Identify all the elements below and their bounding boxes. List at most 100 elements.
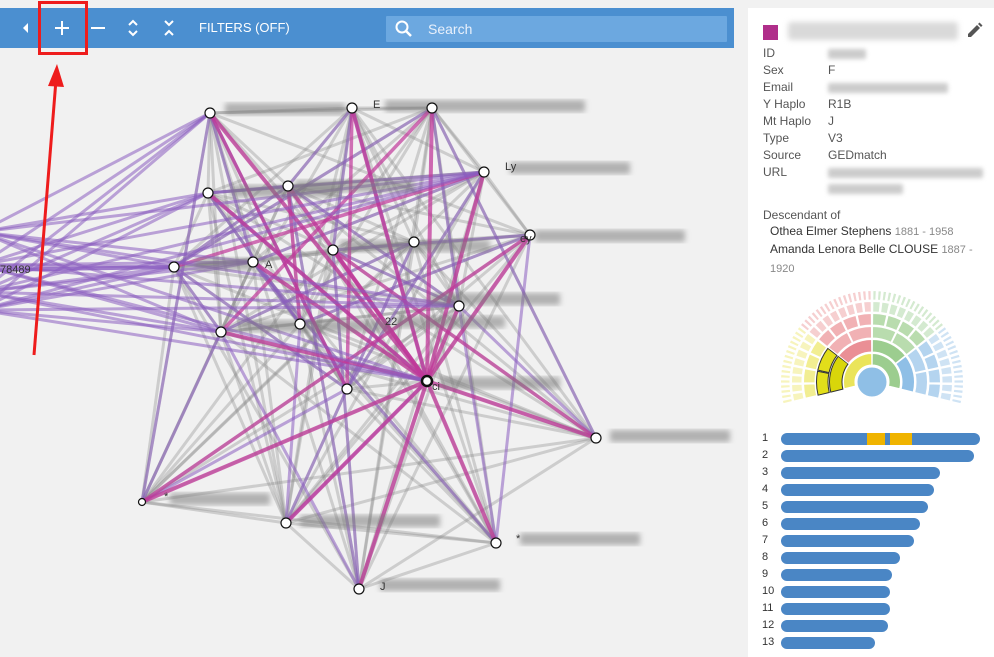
fan-segment[interactable] — [803, 383, 818, 399]
fan-segment[interactable] — [867, 289, 872, 301]
graph-node[interactable] — [453, 300, 465, 312]
network-graph[interactable]: 78489 E Ly ey 22 A ci J * * — [0, 48, 744, 657]
fan-segment[interactable] — [881, 290, 888, 302]
fan-segment[interactable] — [952, 388, 964, 395]
fan-segment[interactable] — [953, 384, 964, 389]
fan-segment[interactable] — [802, 332, 817, 346]
fan-segment[interactable] — [817, 347, 838, 374]
graph-node[interactable] — [590, 432, 602, 444]
fan-segment[interactable] — [798, 340, 813, 353]
graph-node[interactable] — [294, 318, 306, 330]
fan-segment[interactable] — [796, 325, 808, 336]
fan-segment[interactable] — [792, 356, 806, 368]
fan-segment[interactable] — [931, 340, 946, 353]
graph-node[interactable] — [168, 261, 180, 273]
fan-segment[interactable] — [939, 330, 951, 340]
fan-segment[interactable] — [946, 343, 958, 352]
fan-segment[interactable] — [953, 374, 964, 379]
fan-segment[interactable] — [831, 297, 841, 309]
fan-segment[interactable] — [829, 355, 849, 393]
fan-segment[interactable] — [872, 289, 877, 301]
fan-segment[interactable] — [856, 290, 863, 302]
graph-node[interactable] — [137, 497, 147, 507]
fan-segment[interactable] — [810, 310, 821, 322]
graph-node[interactable] — [490, 537, 502, 549]
fan-segment[interactable] — [836, 305, 849, 320]
fan-segment[interactable] — [896, 320, 916, 339]
fan-segment[interactable] — [907, 328, 927, 348]
fan-segment[interactable] — [876, 290, 883, 301]
fan-segment[interactable] — [856, 312, 872, 327]
fan-segment[interactable] — [927, 332, 942, 346]
fan-segment[interactable] — [846, 292, 854, 304]
filters-toggle[interactable]: FILTERS (OFF) — [199, 20, 290, 35]
fan-segment[interactable] — [837, 338, 873, 365]
fan-root[interactable] — [856, 366, 888, 398]
chromosome-bar[interactable] — [781, 569, 892, 581]
fan-segment[interactable] — [895, 305, 908, 320]
fan-segment[interactable] — [818, 304, 828, 316]
fan-segment[interactable] — [941, 334, 953, 344]
fan-segment[interactable] — [891, 331, 917, 356]
fan-segment[interactable] — [903, 297, 913, 309]
fan-segment[interactable] — [887, 303, 899, 317]
fan-segment[interactable] — [822, 302, 832, 314]
fan-segment[interactable] — [916, 339, 935, 359]
fan-segment[interactable] — [803, 368, 817, 384]
search-input[interactable] — [428, 16, 718, 42]
fan-segment[interactable] — [941, 374, 953, 384]
fan-chart[interactable] — [770, 278, 975, 418]
fan-segment[interactable] — [923, 353, 940, 371]
fan-segment[interactable] — [780, 368, 792, 375]
graph-node[interactable] — [247, 256, 259, 268]
fan-segment[interactable] — [828, 320, 848, 339]
fan-segment[interactable] — [841, 314, 860, 332]
fan-segment[interactable] — [786, 343, 798, 352]
selected-node[interactable] — [420, 374, 434, 388]
fan-segment[interactable] — [939, 391, 953, 402]
fan-segment[interactable] — [886, 291, 893, 303]
zoom-out-button[interactable] — [84, 8, 112, 48]
fan-segment[interactable] — [940, 383, 953, 393]
fan-segment[interactable] — [884, 314, 903, 332]
fan-segment[interactable] — [784, 348, 797, 357]
fan-segment[interactable] — [851, 291, 858, 303]
fan-segment[interactable] — [871, 325, 897, 343]
search-box[interactable] — [386, 16, 727, 42]
fan-segment[interactable] — [912, 302, 922, 314]
expand-button[interactable] — [120, 8, 146, 48]
collapse-panel-button[interactable] — [16, 8, 36, 48]
shared-segment[interactable] — [890, 433, 912, 445]
graph-node[interactable] — [353, 583, 365, 595]
fan-segment[interactable] — [953, 379, 964, 384]
chromosome-bar[interactable] — [781, 450, 974, 462]
graph-node[interactable] — [202, 187, 214, 199]
chromosome-bar[interactable] — [781, 467, 940, 479]
fan-segment[interactable] — [791, 391, 805, 402]
fan-segment[interactable] — [799, 321, 811, 332]
fan-segment[interactable] — [923, 310, 934, 322]
fan-segment[interactable] — [854, 301, 864, 315]
graph-node[interactable] — [204, 107, 216, 119]
chromosome-bar[interactable] — [781, 501, 928, 513]
fan-segment[interactable] — [916, 304, 926, 316]
fan-segment[interactable] — [780, 374, 791, 379]
fan-segment[interactable] — [950, 358, 962, 366]
graph-node[interactable] — [215, 326, 227, 338]
fan-segment[interactable] — [843, 352, 873, 390]
chromosome-bar[interactable] — [781, 535, 914, 547]
fan-segment[interactable] — [781, 363, 793, 370]
fan-segment[interactable] — [933, 321, 945, 332]
fan-segment[interactable] — [863, 300, 872, 313]
ancestor-2[interactable]: Amanda Lenora Belle CLOUSE 1887 - — [770, 242, 973, 256]
fan-segment[interactable] — [890, 292, 898, 304]
fan-segment[interactable] — [816, 370, 830, 396]
fan-segment[interactable] — [845, 303, 857, 317]
chromosome-bar[interactable] — [781, 433, 980, 445]
fan-segment[interactable] — [828, 309, 842, 324]
fan-segment[interactable] — [944, 339, 956, 348]
graph-node[interactable] — [282, 180, 294, 192]
fan-segment[interactable] — [930, 317, 942, 329]
fan-segment[interactable] — [880, 301, 890, 315]
fan-segment[interactable] — [782, 358, 794, 366]
